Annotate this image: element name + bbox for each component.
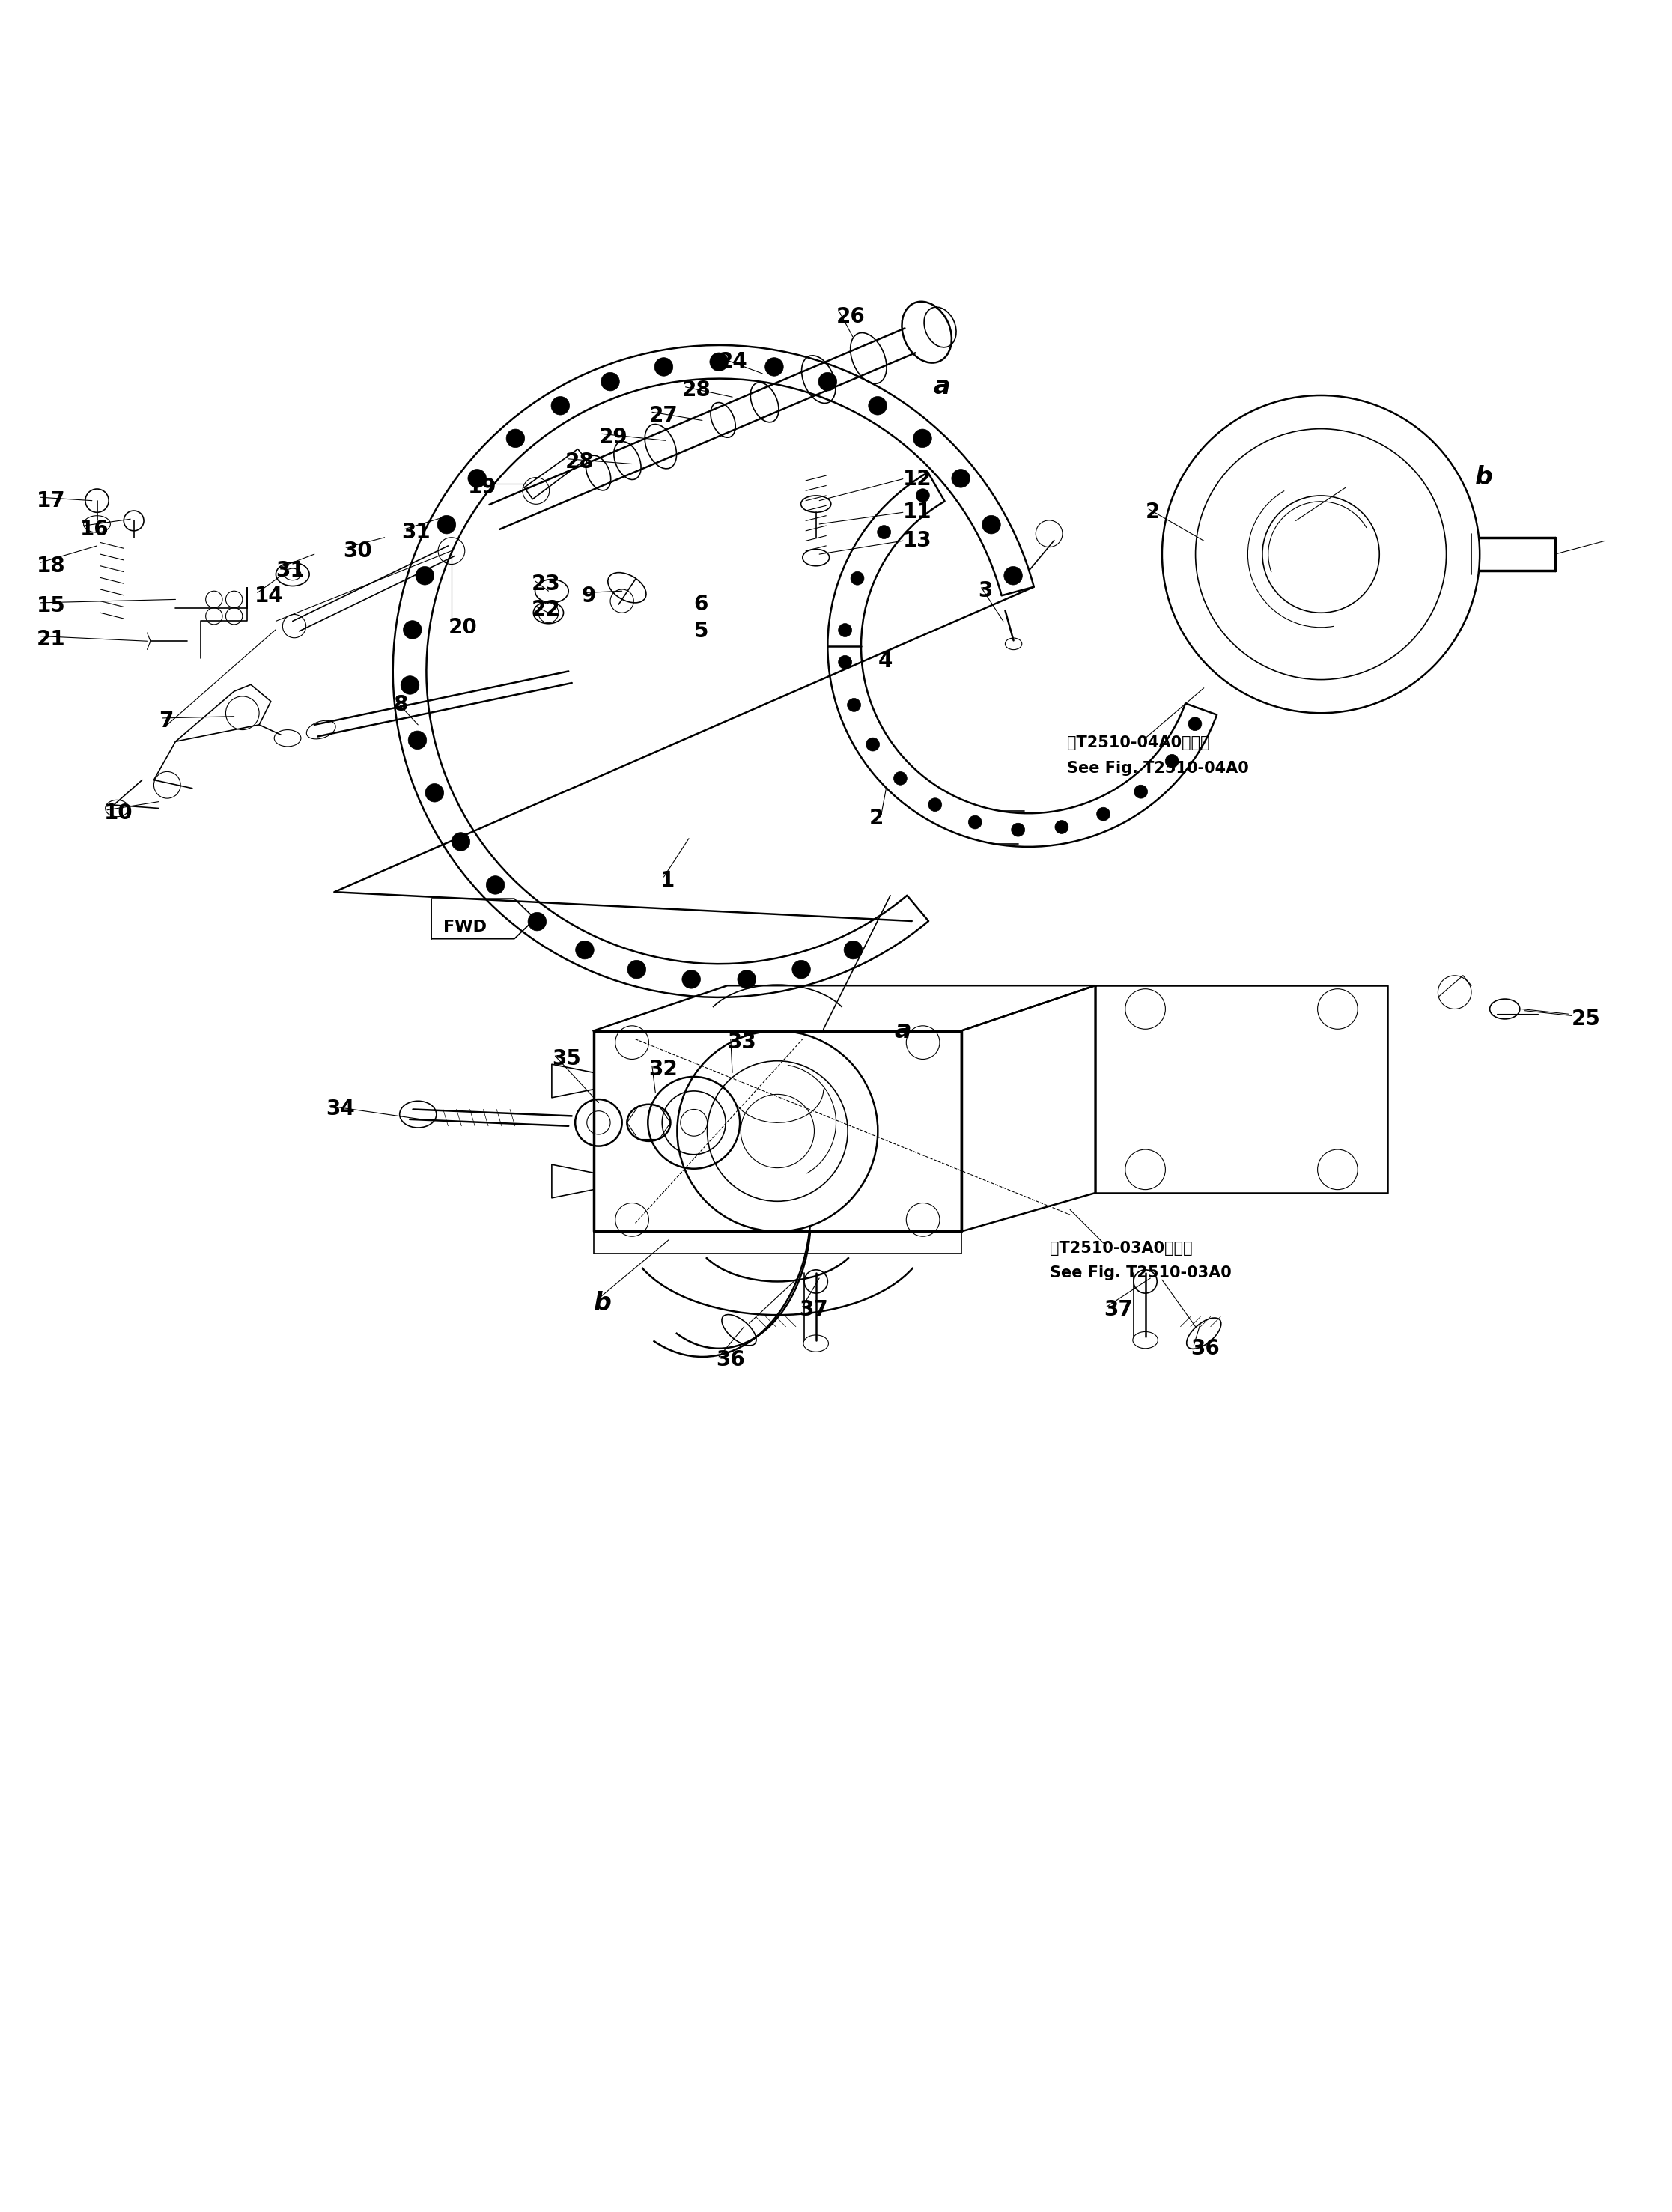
Text: 19: 19 <box>468 478 497 498</box>
Text: 24: 24 <box>719 352 747 372</box>
Text: 15: 15 <box>37 595 65 617</box>
Circle shape <box>575 940 594 960</box>
Text: a: a <box>933 374 950 400</box>
Text: See Fig. T2510-03A0: See Fig. T2510-03A0 <box>1050 1265 1232 1281</box>
Circle shape <box>425 783 443 803</box>
Text: 32: 32 <box>649 1060 677 1079</box>
Circle shape <box>403 622 421 639</box>
Circle shape <box>654 358 672 376</box>
Text: 37: 37 <box>1104 1298 1132 1321</box>
Circle shape <box>1055 821 1068 834</box>
Text: 34: 34 <box>326 1099 354 1119</box>
Text: 37: 37 <box>799 1298 828 1321</box>
Circle shape <box>928 799 941 812</box>
Text: 7: 7 <box>159 710 174 732</box>
Circle shape <box>844 940 863 960</box>
Text: FWD: FWD <box>443 920 487 936</box>
Text: 11: 11 <box>903 502 931 522</box>
Text: 14: 14 <box>254 586 283 606</box>
Circle shape <box>838 655 851 668</box>
Circle shape <box>893 772 906 785</box>
Text: 2: 2 <box>1145 502 1160 522</box>
Circle shape <box>913 429 931 447</box>
Text: 28: 28 <box>565 451 594 473</box>
Text: 31: 31 <box>276 560 304 582</box>
Text: 35: 35 <box>552 1048 580 1071</box>
Text: See Fig. T2510-04A0: See Fig. T2510-04A0 <box>1067 761 1249 776</box>
Text: 4: 4 <box>878 650 893 672</box>
Text: 12: 12 <box>903 469 931 489</box>
Circle shape <box>600 372 619 392</box>
Text: 21: 21 <box>37 628 65 650</box>
Text: 18: 18 <box>37 555 65 577</box>
Circle shape <box>848 699 861 712</box>
Circle shape <box>538 602 558 624</box>
Text: 20: 20 <box>448 617 477 639</box>
Circle shape <box>1134 785 1147 799</box>
Text: 31: 31 <box>401 522 430 542</box>
Text: 3: 3 <box>978 580 993 602</box>
Text: 第T2510-04A0図参照: 第T2510-04A0図参照 <box>1067 737 1209 750</box>
Text: 25: 25 <box>1572 1009 1600 1029</box>
Text: b: b <box>1475 465 1493 489</box>
Circle shape <box>1165 754 1179 768</box>
Text: 2: 2 <box>869 807 884 830</box>
Circle shape <box>838 624 851 637</box>
Circle shape <box>1003 566 1022 584</box>
Text: 6: 6 <box>694 593 709 615</box>
Text: 5: 5 <box>694 622 709 641</box>
Text: 13: 13 <box>903 531 931 551</box>
Text: 1: 1 <box>660 869 675 891</box>
Circle shape <box>487 876 505 894</box>
Circle shape <box>878 526 891 540</box>
Circle shape <box>438 515 456 533</box>
Text: 36: 36 <box>716 1349 744 1371</box>
Circle shape <box>819 372 838 392</box>
Circle shape <box>793 960 811 978</box>
Text: 17: 17 <box>37 491 65 511</box>
Circle shape <box>709 352 729 372</box>
Text: 30: 30 <box>343 540 371 562</box>
Circle shape <box>682 971 701 989</box>
Circle shape <box>552 396 570 416</box>
Text: 23: 23 <box>532 573 560 595</box>
Circle shape <box>408 730 426 750</box>
Circle shape <box>528 911 547 931</box>
Text: 33: 33 <box>727 1033 756 1053</box>
Circle shape <box>507 429 525 447</box>
Circle shape <box>951 469 970 487</box>
Circle shape <box>981 515 1000 533</box>
Circle shape <box>851 571 864 584</box>
Circle shape <box>866 737 879 752</box>
Circle shape <box>1097 807 1110 821</box>
Circle shape <box>401 677 420 695</box>
Text: 8: 8 <box>393 695 408 714</box>
Text: 10: 10 <box>104 803 132 823</box>
Circle shape <box>868 396 886 416</box>
Circle shape <box>968 816 981 830</box>
Text: 28: 28 <box>682 380 711 400</box>
Text: 16: 16 <box>80 518 109 540</box>
Circle shape <box>416 566 435 584</box>
Text: a: a <box>895 1018 911 1044</box>
Circle shape <box>916 489 930 502</box>
Text: 27: 27 <box>649 405 677 427</box>
Circle shape <box>451 832 470 852</box>
Text: 22: 22 <box>532 599 560 619</box>
Circle shape <box>627 960 645 978</box>
Circle shape <box>766 358 784 376</box>
Text: 29: 29 <box>599 427 627 447</box>
Circle shape <box>1189 717 1202 730</box>
Circle shape <box>737 971 756 989</box>
Circle shape <box>468 469 487 487</box>
Text: 9: 9 <box>582 586 597 606</box>
Text: b: b <box>594 1292 612 1316</box>
Text: 36: 36 <box>1190 1338 1219 1358</box>
Circle shape <box>1012 823 1025 836</box>
Text: 26: 26 <box>836 305 864 327</box>
Text: 第T2510-03A0図参照: 第T2510-03A0図参照 <box>1050 1241 1192 1256</box>
